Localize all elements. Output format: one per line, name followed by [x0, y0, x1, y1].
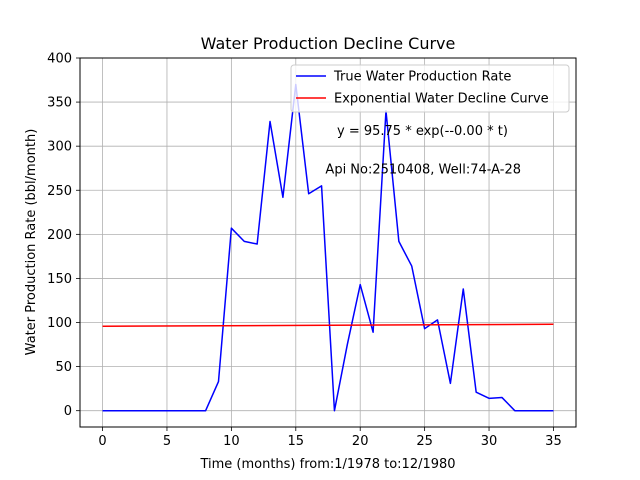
equation-annotation: y = 95.75 * exp(--0.00 * t)	[337, 124, 508, 139]
series-layer	[102, 83, 554, 412]
y-axis: 0 50 100 150 200 250 300 350 400	[47, 52, 80, 419]
x-axis-label: Time (months) from:1/1978 to:12/1980	[199, 457, 455, 472]
x-tick-label: 0	[98, 434, 106, 449]
y-tick-label: 50	[55, 360, 72, 375]
y-tick-label: 400	[47, 52, 72, 67]
x-tick-label: 15	[288, 434, 305, 449]
y-tick-label: 0	[64, 404, 72, 419]
x-tick-label: 30	[481, 434, 498, 449]
annotations: y = 95.75 * exp(--0.00 * t) Api No:251040…	[325, 124, 521, 178]
well-annotation: Api No:2510408, Well:74-A-28	[325, 163, 521, 178]
legend: True Water Production Rate Exponential W…	[290, 64, 570, 113]
y-tick-label: 200	[47, 228, 72, 243]
chart-title: Water Production Decline Curve	[201, 34, 456, 53]
x-axis: 0 5 10 15 20 25 30 35	[98, 427, 562, 449]
x-tick-label: 25	[416, 434, 433, 449]
series-line-exponential-decline-curve	[102, 323, 554, 328]
legend-label-true-rate: True Water Production Rate	[333, 70, 511, 85]
x-tick-label: 35	[545, 434, 562, 449]
legend-box	[290, 64, 570, 113]
x-tick-label: 20	[352, 434, 369, 449]
y-tick-label: 100	[47, 316, 72, 331]
plot-frame	[79, 57, 577, 428]
y-tick-label: 300	[47, 140, 72, 155]
legend-label-decline-curve: Exponential Water Decline Curve	[334, 92, 549, 107]
x-tick-label: 5	[163, 434, 171, 449]
y-tick-label: 150	[47, 272, 72, 287]
y-axis-label: Water Production Rate (bbl/month)	[24, 129, 39, 356]
y-tick-label: 350	[47, 96, 72, 111]
series-line-true-water-production-rate	[102, 83, 554, 412]
x-tick-label: 10	[223, 434, 240, 449]
y-tick-label: 250	[47, 184, 72, 199]
